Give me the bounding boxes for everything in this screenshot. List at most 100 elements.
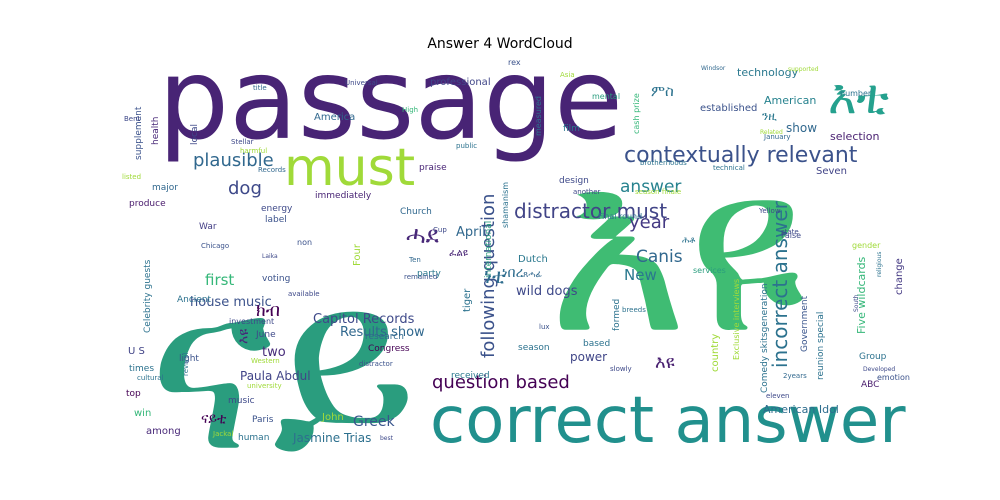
word-12: dog bbox=[228, 178, 262, 199]
word-139: Laika bbox=[262, 253, 278, 260]
word-104: distractor bbox=[359, 360, 393, 368]
word-77: investment bbox=[229, 317, 274, 326]
word-26: Greek bbox=[353, 414, 396, 430]
word-110: Cup bbox=[433, 226, 447, 234]
word-107: tiger bbox=[462, 288, 473, 312]
word-109: shamanism bbox=[501, 182, 510, 228]
word-10: question based bbox=[432, 372, 570, 393]
word-108: international bbox=[484, 221, 494, 278]
word-65: ABC bbox=[861, 380, 879, 390]
word-113: slowly bbox=[610, 365, 632, 373]
word-99: university bbox=[247, 382, 282, 390]
word-94: Chicago bbox=[201, 242, 229, 250]
word-60: Congress bbox=[368, 344, 410, 354]
word-106: Ten bbox=[408, 256, 421, 264]
word-25: power bbox=[570, 350, 607, 364]
word-85: Records bbox=[258, 166, 286, 174]
word-42: professional bbox=[430, 77, 491, 88]
word-91: Bent bbox=[124, 115, 141, 123]
word-51: top bbox=[126, 389, 141, 399]
word-101: revival bbox=[182, 352, 190, 376]
word-43: immediately bbox=[315, 191, 372, 201]
word-87: harmful bbox=[240, 147, 267, 155]
word-122: cash prize bbox=[632, 93, 641, 134]
word-50: times bbox=[129, 364, 154, 374]
word-83: High bbox=[402, 106, 418, 114]
word-6: contextually relevant bbox=[624, 143, 858, 168]
word-37: Government bbox=[800, 295, 810, 352]
word-24: Paula Abdul bbox=[240, 369, 311, 383]
word-70: energy bbox=[261, 204, 293, 214]
word-81: title bbox=[253, 84, 267, 92]
word-7: distractor must bbox=[514, 199, 667, 223]
word-140: ነቲ bbox=[484, 264, 506, 288]
word-71: Church bbox=[400, 207, 432, 217]
chart-title: Answer 4 WordCloud bbox=[427, 36, 573, 52]
word-148: ፈልዩ bbox=[449, 248, 468, 259]
word-123: rex bbox=[508, 58, 521, 67]
word-75: light bbox=[179, 354, 199, 364]
word-0: passage bbox=[158, 35, 623, 165]
word-133: religious bbox=[876, 252, 883, 277]
word-48: voting bbox=[262, 274, 290, 284]
word-125: Windsor bbox=[701, 65, 726, 72]
word-149: ሕቶ bbox=[682, 236, 695, 246]
word-127: Related bbox=[760, 129, 783, 136]
word-29: American bbox=[764, 94, 816, 107]
word-121: measured bbox=[534, 96, 543, 136]
word-23: wild dogs bbox=[516, 284, 578, 299]
word-95: available bbox=[288, 290, 320, 298]
word-73: music bbox=[228, 396, 255, 406]
word-64: Group bbox=[859, 352, 887, 362]
word-137: 2years bbox=[783, 372, 807, 380]
word-129: Yellow bbox=[758, 207, 781, 215]
word-15: answer bbox=[620, 177, 681, 197]
word-18: first bbox=[205, 271, 234, 289]
word-79: mental bbox=[592, 92, 620, 101]
word-98: Western bbox=[251, 357, 280, 365]
word-112: formed bbox=[612, 299, 622, 331]
word-135: emotion bbox=[877, 373, 910, 382]
word-138: eleven bbox=[766, 392, 789, 400]
word-141: ክብ bbox=[256, 300, 280, 321]
word-74: Paris bbox=[252, 415, 274, 425]
word-143: ናይቲ bbox=[201, 411, 227, 427]
word-62: June bbox=[255, 330, 276, 340]
word-28: American Idol bbox=[763, 403, 839, 416]
word-19: house music bbox=[190, 295, 272, 310]
word-76: U S bbox=[128, 346, 145, 357]
word-53: among bbox=[146, 426, 181, 437]
word-72: praise bbox=[419, 163, 447, 173]
word-58: season bbox=[518, 343, 550, 353]
word-126: supported bbox=[788, 66, 819, 73]
word-34: Five wildcards bbox=[855, 256, 868, 334]
word-120: another bbox=[573, 188, 600, 196]
word-92: listed bbox=[122, 173, 141, 181]
word-30: show bbox=[786, 121, 817, 135]
word-55: John bbox=[321, 412, 344, 423]
word-35: Comedy skitsgeneration bbox=[760, 283, 770, 393]
word-78: technical bbox=[713, 164, 745, 172]
word-22: two bbox=[262, 345, 286, 360]
word-11: plausible bbox=[193, 150, 274, 171]
word-116: Exclusive interviews bbox=[732, 279, 741, 360]
word-41: America bbox=[314, 112, 355, 123]
word-97: Four bbox=[352, 243, 363, 266]
word-20: Results show bbox=[340, 325, 425, 340]
word-84: public bbox=[456, 142, 477, 150]
word-61: research bbox=[365, 332, 404, 342]
word-134: South bbox=[853, 294, 860, 312]
word-100: cultural bbox=[137, 374, 164, 382]
word-114: breeds bbox=[622, 306, 646, 314]
word-39: selection bbox=[830, 130, 879, 143]
word-40: Seven bbox=[816, 166, 847, 177]
word-59: received bbox=[451, 371, 490, 381]
word-49: Ancient bbox=[177, 295, 212, 305]
word-103: best bbox=[380, 435, 394, 442]
word-132: gender bbox=[852, 241, 881, 250]
word-4: must bbox=[284, 138, 415, 198]
word-90: health bbox=[151, 117, 161, 146]
word-33: ነበረ bbox=[502, 265, 524, 281]
word-89: supplement bbox=[134, 106, 144, 160]
